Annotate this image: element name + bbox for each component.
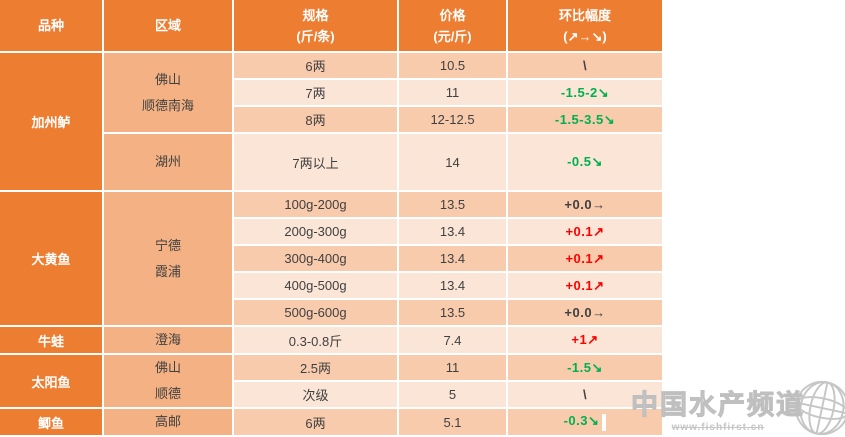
price-cell: 13.4 <box>399 273 506 298</box>
table-row: 太阳鱼 佛山 顺德 2.5两 11 -1.5↘ <box>0 355 662 407</box>
table-row: 500g-600g 13.5 +0.0→ <box>0 300 662 325</box>
table-row: 次级 5 \ <box>0 382 662 407</box>
price-cell: 11 <box>399 355 506 380</box>
change-value: -0.5↘ <box>567 154 603 169</box>
species-cell: 太阳鱼 <box>0 355 102 407</box>
header-species: 品种 <box>0 0 102 51</box>
price-cell: 7.4 <box>399 327 506 353</box>
change-cell: -0.5↘ <box>508 134 662 190</box>
region-cell: 澄海 <box>104 327 232 353</box>
header-price-unit: (元/斤) <box>433 28 472 44</box>
spec-cell: 400g-500g <box>234 273 397 298</box>
spec-cell: 7两以上 <box>234 134 397 190</box>
header-price: 价格 (元/斤) <box>399 0 506 51</box>
change-cell: -1.5↘ <box>508 355 662 380</box>
change-value: +0.1↗ <box>565 223 605 239</box>
header-change: 环比幅度 (↗→↘) <box>508 0 662 51</box>
species-cell: 加州鲈 <box>0 53 102 190</box>
header-row: 品种 区域 规格 (斤/条) 价格 (元/斤) 环比幅度 (↗→↘) <box>0 0 662 51</box>
change-value: -1.5-3.5↘ <box>554 111 616 127</box>
header-region-label: 区域 <box>154 18 181 33</box>
header-spec-unit: (斤/条) <box>296 28 335 44</box>
change-value: -1.5↘ <box>567 359 603 375</box>
change-value: +0.0→ <box>564 197 606 212</box>
spec-cell: 100g-200g <box>234 192 397 217</box>
price-cell: 10.5 <box>399 53 506 78</box>
text-cursor <box>602 413 607 431</box>
change-cell: +1↗ <box>508 327 662 353</box>
change-value: \ <box>582 387 588 402</box>
header-change-label: 环比幅度 <box>558 7 611 23</box>
change-cell: -1.5-3.5↘ <box>508 107 662 132</box>
table-row: 7两 11 -1.5-2↘ <box>0 80 662 105</box>
table-row: 加州鲈 佛山 顺德南海 6两 10.5 \ <box>0 53 662 190</box>
header-spec: 规格 (斤/条) <box>234 0 397 51</box>
change-cell[interactable]: -0.3↘ <box>508 409 662 435</box>
header-species-label: 品种 <box>37 18 64 33</box>
table-row: 鲫鱼 高邮 6两 5.1 -0.3↘ <box>0 409 662 435</box>
change-value: \ <box>582 58 588 73</box>
change-value: +0.1↗ <box>565 250 605 266</box>
header-spec-label: 规格 <box>302 7 329 23</box>
price-table: 品种 区域 规格 (斤/条) 价格 (元/斤) 环比幅度 (↗→↘) 加州鲈 佛山… <box>0 0 662 435</box>
change-cell: -1.5-2↘ <box>508 80 662 105</box>
change-value: -1.5-2↘ <box>560 84 610 100</box>
price-cell: 13.4 <box>399 246 506 271</box>
table-row: 大黄鱼 宁德 霞浦 100g-200g 13.5 +0.0→ <box>0 192 662 325</box>
header-price-label: 价格 <box>439 7 466 23</box>
region-cell: 佛山 顺德 <box>104 355 232 407</box>
spec-cell: 7两 <box>234 80 397 105</box>
region-cell: 佛山 顺德南海 <box>104 53 232 132</box>
change-cell: \ <box>508 53 662 78</box>
header-change-arrows: (↗→↘) <box>563 28 607 44</box>
price-cell: 5 <box>399 382 506 407</box>
spec-cell: 次级 <box>234 382 397 407</box>
price-cell: 14 <box>399 134 506 190</box>
price-cell: 13.5 <box>399 300 506 325</box>
species-cell: 大黄鱼 <box>0 192 102 325</box>
price-cell: 12-12.5 <box>399 107 506 132</box>
change-cell: \ <box>508 382 662 407</box>
header-region: 区域 <box>104 0 232 51</box>
region-cell: 高邮 <box>104 409 232 435</box>
table-row: 400g-500g 13.4 +0.1↗ <box>0 273 662 298</box>
table-row: 湖州 7两以上 14 -0.5↘ <box>0 134 662 190</box>
change-value: +0.0→ <box>564 305 606 320</box>
price-cell: 5.1 <box>399 409 506 435</box>
spec-cell: 0.3-0.8斤 <box>234 327 397 353</box>
price-cell: 11 <box>399 80 506 105</box>
spec-cell: 8两 <box>234 107 397 132</box>
change-value: +1↗ <box>571 332 599 347</box>
spec-cell: 300g-400g <box>234 246 397 271</box>
region-cell: 宁德 霞浦 <box>104 192 232 325</box>
spec-cell: 6两 <box>234 53 397 78</box>
species-cell: 鲫鱼 <box>0 409 102 435</box>
price-cell: 13.5 <box>399 192 506 217</box>
change-cell: +0.1↗ <box>508 246 662 271</box>
table-row: 200g-300g 13.4 +0.1↗ <box>0 219 662 244</box>
globe-icon <box>794 380 845 436</box>
change-value: -0.3↘ <box>563 413 600 429</box>
price-table-body: 加州鲈 佛山 顺德南海 6两 10.5 \ 7两 11 -1.5-2↘ 8两 12-12.5 -1.5… <box>0 53 662 435</box>
table-row: 300g-400g 13.4 +0.1↗ <box>0 246 662 271</box>
change-cell: +0.1↗ <box>508 219 662 244</box>
table-row: 8两 12-12.5 -1.5-3.5↘ <box>0 107 662 132</box>
spec-cell: 6两 <box>234 409 397 435</box>
change-cell: +0.1↗ <box>508 273 662 298</box>
spec-cell: 500g-600g <box>234 300 397 325</box>
table-row: 牛蛙 澄海 0.3-0.8斤 7.4 +1↗ <box>0 327 662 353</box>
species-cell: 牛蛙 <box>0 327 102 353</box>
spec-cell: 200g-300g <box>234 219 397 244</box>
change-value: +0.1↗ <box>565 277 605 293</box>
change-cell: +0.0→ <box>508 300 662 325</box>
region-cell: 湖州 <box>104 134 232 190</box>
change-cell: +0.0→ <box>508 192 662 217</box>
price-cell: 13.4 <box>399 219 506 244</box>
spec-cell: 2.5两 <box>234 355 397 380</box>
